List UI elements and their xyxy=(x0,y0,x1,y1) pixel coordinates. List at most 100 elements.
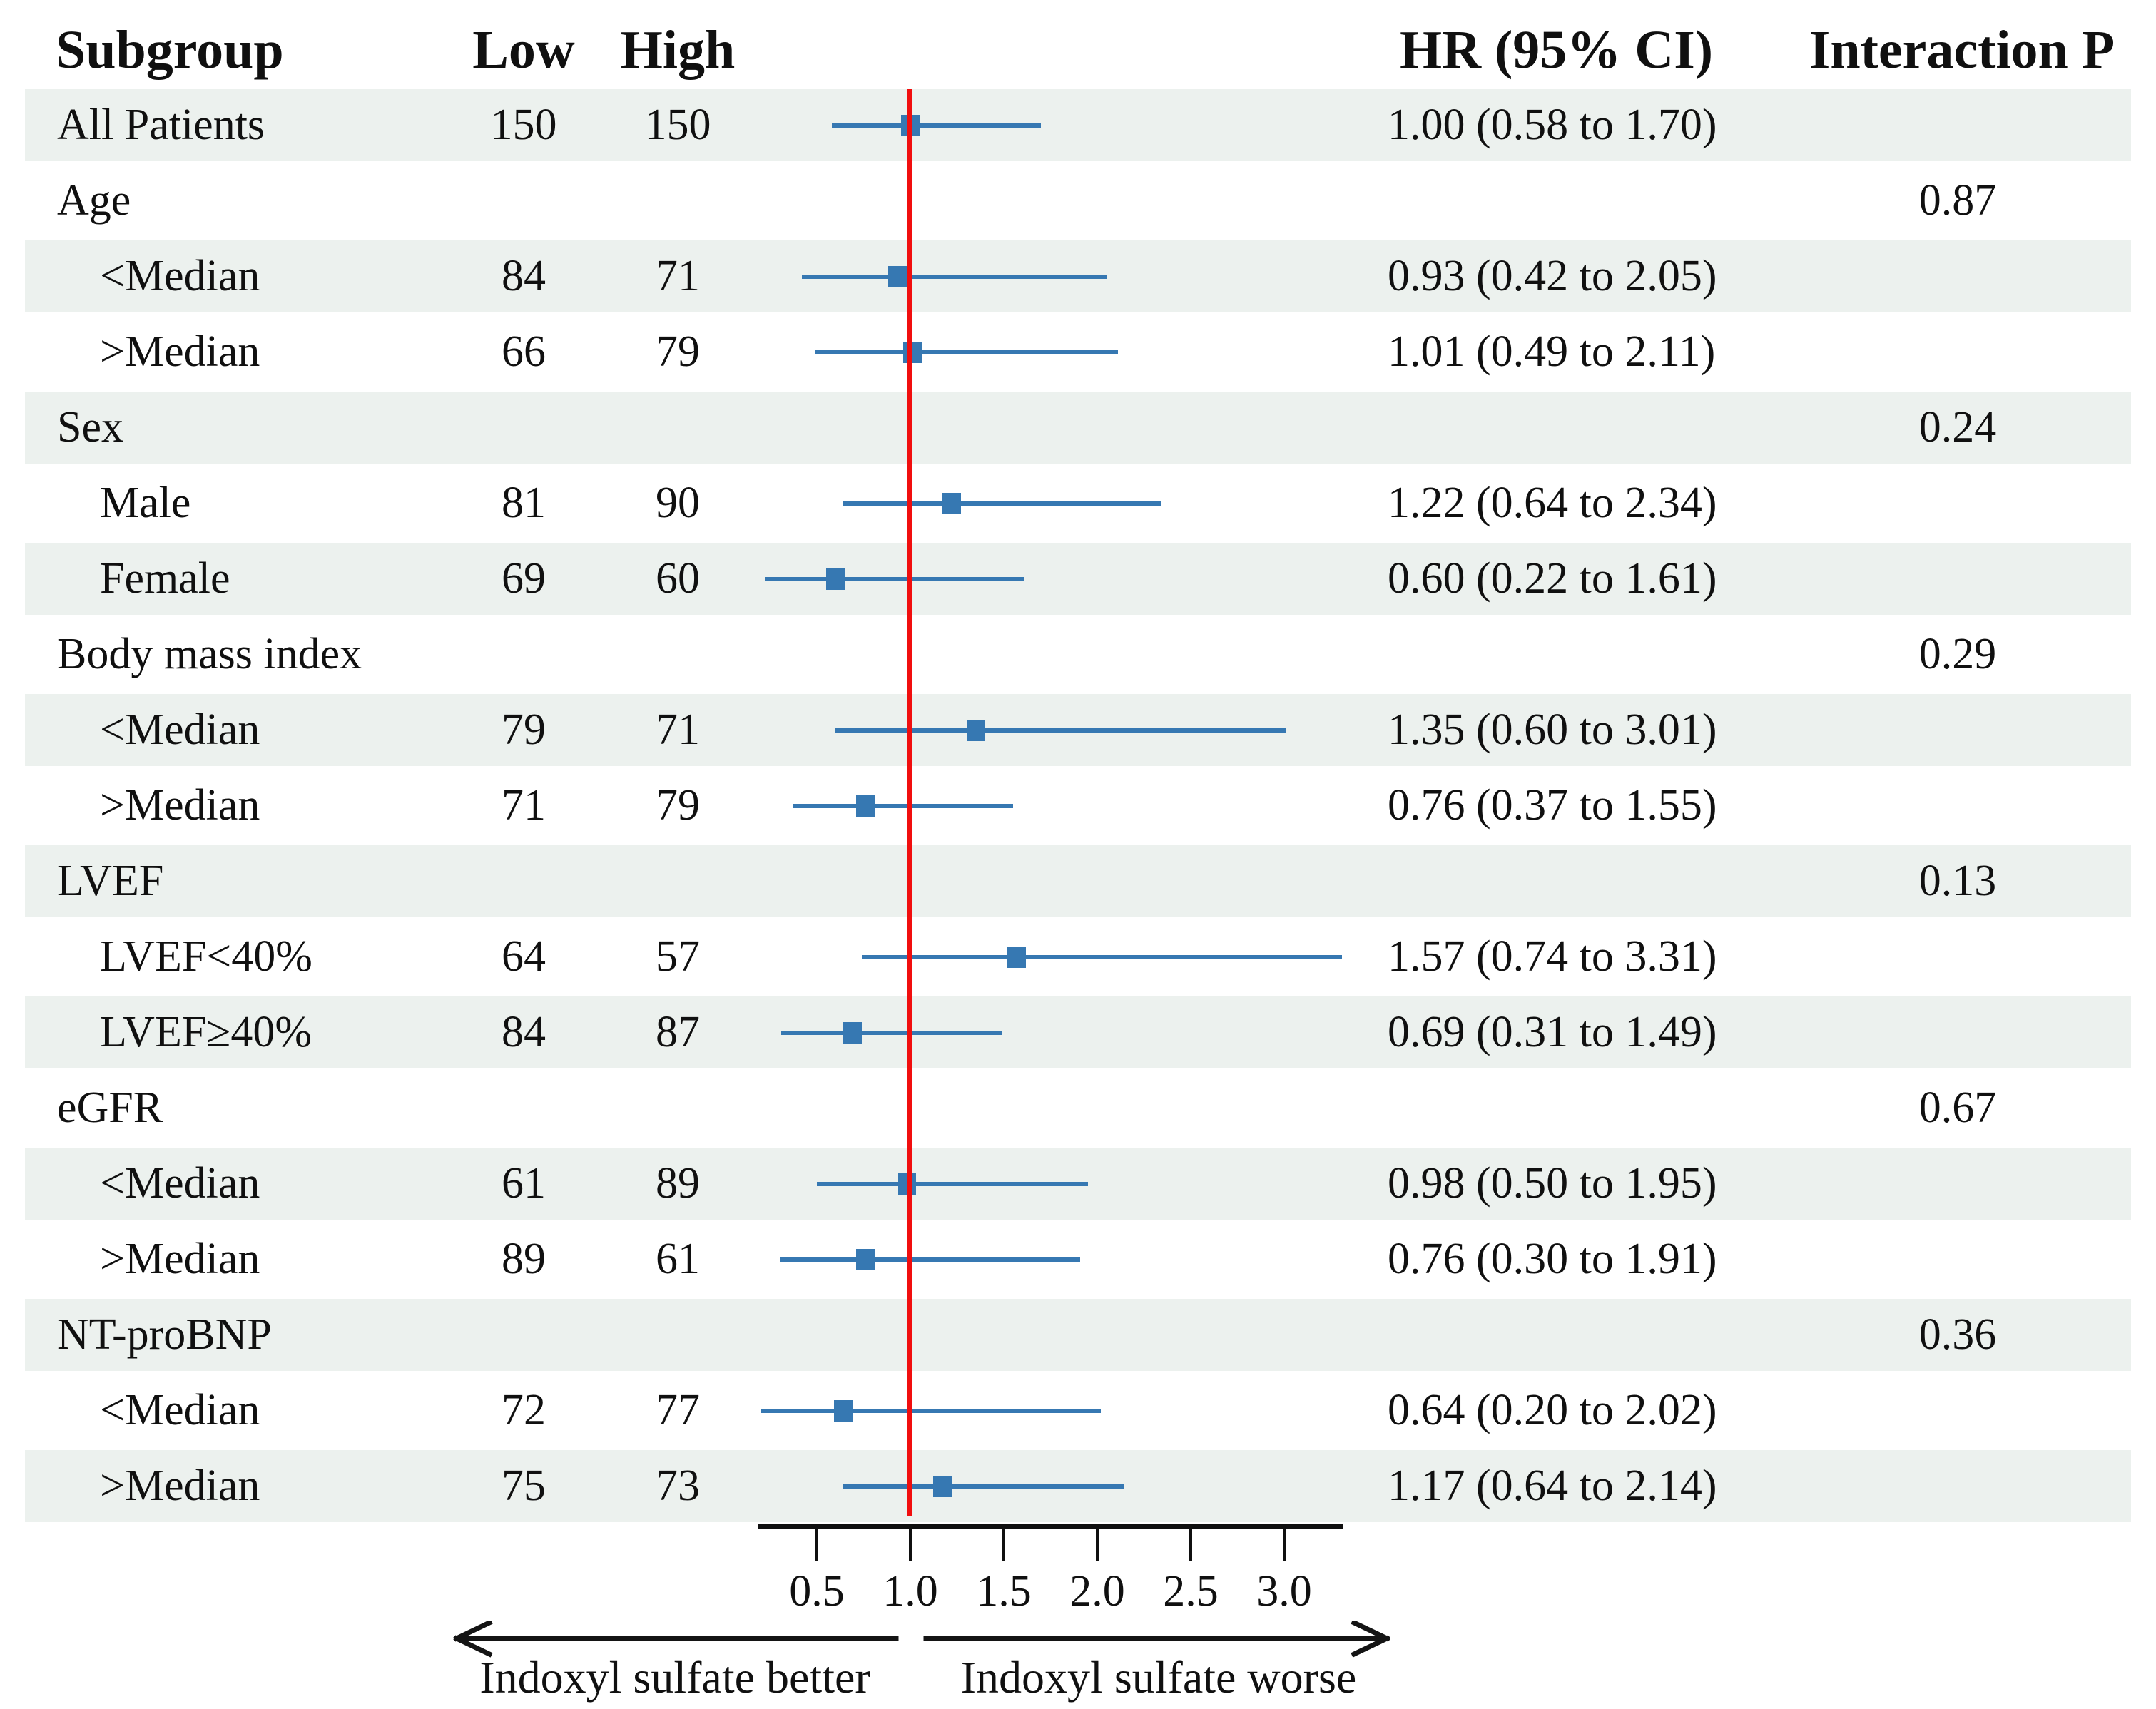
axis-tick-label: 1.0 xyxy=(883,1567,938,1616)
low-count: 66 xyxy=(502,327,546,376)
x-axis-line xyxy=(758,1524,1343,1529)
subgroup-label: All Patients xyxy=(57,101,265,149)
ci-line xyxy=(835,728,1286,733)
left-arrow xyxy=(453,1621,899,1658)
subgroup-label: Female xyxy=(100,554,230,603)
low-count: 79 xyxy=(502,705,546,754)
hr-ci-text: 1.01 (0.49 to 2.11) xyxy=(1388,327,1716,376)
row-band xyxy=(25,845,2131,917)
subgroup-label: >Median xyxy=(100,1461,260,1510)
axis-tick-label: 3.0 xyxy=(1256,1567,1312,1616)
subgroup-label: Male xyxy=(100,479,191,527)
row-band xyxy=(25,1072,2131,1144)
high-count: 87 xyxy=(656,1008,700,1056)
row-band xyxy=(25,89,2131,161)
low-count: 84 xyxy=(502,252,546,300)
ci-line xyxy=(802,274,1107,279)
ci-line xyxy=(843,501,1161,506)
subgroup-label: Body mass index xyxy=(57,630,362,678)
high-count: 79 xyxy=(656,327,700,376)
axis-tick xyxy=(1096,1529,1099,1561)
interaction-p-value: 0.13 xyxy=(1918,857,1997,905)
hr-marker xyxy=(843,1021,862,1044)
ci-line xyxy=(764,576,1024,581)
interaction-p-value: 0.36 xyxy=(1918,1310,1997,1359)
low-count: 75 xyxy=(502,1461,546,1510)
reference-line-hr1 xyxy=(907,89,912,1516)
interaction-p-value: 0.29 xyxy=(1918,630,1997,678)
subgroup-label: >Median xyxy=(100,781,260,830)
ci-line xyxy=(792,803,1014,808)
ci-line xyxy=(843,1484,1124,1489)
axis-tick-label: 0.5 xyxy=(789,1567,845,1616)
low-count: 64 xyxy=(502,932,546,981)
interaction-p-value: 0.87 xyxy=(1918,176,1997,225)
hr-ci-text: 1.57 (0.74 to 3.31) xyxy=(1388,932,1717,981)
ci-line xyxy=(861,954,1343,959)
high-count: 150 xyxy=(644,101,711,149)
subgroup-label: <Median xyxy=(100,252,260,300)
column-header-hr-ci: HR (95% CI) xyxy=(1400,20,1714,80)
subgroup-label: <Median xyxy=(100,705,260,754)
ci-line xyxy=(779,1257,1081,1262)
hr-marker xyxy=(1007,946,1027,968)
hr-ci-text: 1.00 (0.58 to 1.70) xyxy=(1388,101,1717,149)
low-count: 61 xyxy=(502,1159,546,1208)
column-header-subgroup: Subgroup xyxy=(56,20,284,80)
axis-tick xyxy=(1002,1529,1005,1561)
row-band xyxy=(25,543,2131,615)
right-arrow xyxy=(923,1621,1390,1658)
hr-marker xyxy=(856,795,875,817)
low-count: 150 xyxy=(490,101,557,149)
axis-tick xyxy=(1189,1529,1192,1561)
axis-tick xyxy=(815,1529,818,1561)
high-count: 61 xyxy=(656,1235,700,1283)
hr-ci-text: 1.22 (0.64 to 2.34) xyxy=(1388,479,1717,527)
low-count: 89 xyxy=(502,1235,546,1283)
subgroup-label: NT-proBNP xyxy=(57,1310,272,1359)
hr-ci-text: 0.93 (0.42 to 2.05) xyxy=(1388,252,1717,300)
high-count: 57 xyxy=(656,932,700,981)
direction-arrows xyxy=(453,1621,1390,1658)
high-count: 60 xyxy=(656,554,700,603)
direction-label-better: Indoxyl sulfate better xyxy=(479,1652,870,1703)
axis-tick xyxy=(1283,1529,1286,1561)
high-count: 90 xyxy=(656,479,700,527)
low-count: 69 xyxy=(502,554,546,603)
hr-marker xyxy=(826,568,845,590)
ci-line xyxy=(831,123,1042,128)
high-count: 71 xyxy=(656,252,700,300)
hr-marker xyxy=(856,1248,875,1270)
ci-line xyxy=(781,1030,1002,1035)
high-count: 79 xyxy=(656,781,700,830)
row-band xyxy=(25,996,2131,1068)
hr-ci-text: 0.64 (0.20 to 2.02) xyxy=(1388,1386,1717,1434)
subgroup-label: LVEF≥40% xyxy=(100,1008,312,1056)
subgroup-label: <Median xyxy=(100,1386,260,1434)
direction-label-worse: Indoxyl sulfate worse xyxy=(960,1652,1357,1703)
column-header-interaction-p: Interaction P xyxy=(1809,20,2115,80)
subgroup-label: Age xyxy=(57,176,131,225)
low-count: 71 xyxy=(502,781,546,830)
high-count: 71 xyxy=(656,705,700,754)
axis-tick-label: 2.0 xyxy=(1069,1567,1125,1616)
row-band xyxy=(25,392,2131,464)
hr-ci-text: 0.98 (0.50 to 1.95) xyxy=(1388,1159,1717,1208)
high-count: 73 xyxy=(656,1461,700,1510)
subgroup-label: >Median xyxy=(100,327,260,376)
axis-tick xyxy=(909,1529,912,1561)
hr-marker xyxy=(942,492,961,514)
subgroup-label: LVEF<40% xyxy=(100,932,312,981)
column-header-low: Low xyxy=(472,20,575,80)
hr-ci-text: 0.76 (0.30 to 1.91) xyxy=(1388,1235,1717,1283)
hr-marker xyxy=(897,1173,916,1195)
axis-tick-label: 1.5 xyxy=(976,1567,1032,1616)
subgroup-label: LVEF xyxy=(57,857,164,905)
hr-marker xyxy=(888,265,907,287)
subgroup-label: Sex xyxy=(57,403,123,452)
hr-ci-text: 0.69 (0.31 to 1.49) xyxy=(1388,1008,1717,1056)
ci-line xyxy=(817,1181,1088,1186)
subgroup-label: <Median xyxy=(100,1159,260,1208)
hr-marker xyxy=(966,719,985,741)
